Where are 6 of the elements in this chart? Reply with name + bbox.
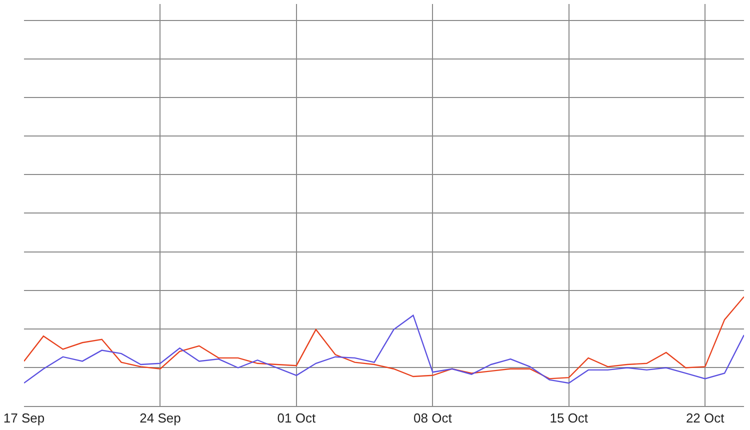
x-tick-label: 15 Oct: [550, 410, 588, 426]
x-tick-label: 17 Sep: [3, 410, 45, 426]
x-tick-label: 24 Sep: [140, 410, 181, 426]
x-tick-label: 08 Oct: [414, 410, 452, 426]
x-tick-label: 01 Oct: [277, 410, 316, 426]
x-tick-label: 22 Oct: [686, 410, 725, 426]
